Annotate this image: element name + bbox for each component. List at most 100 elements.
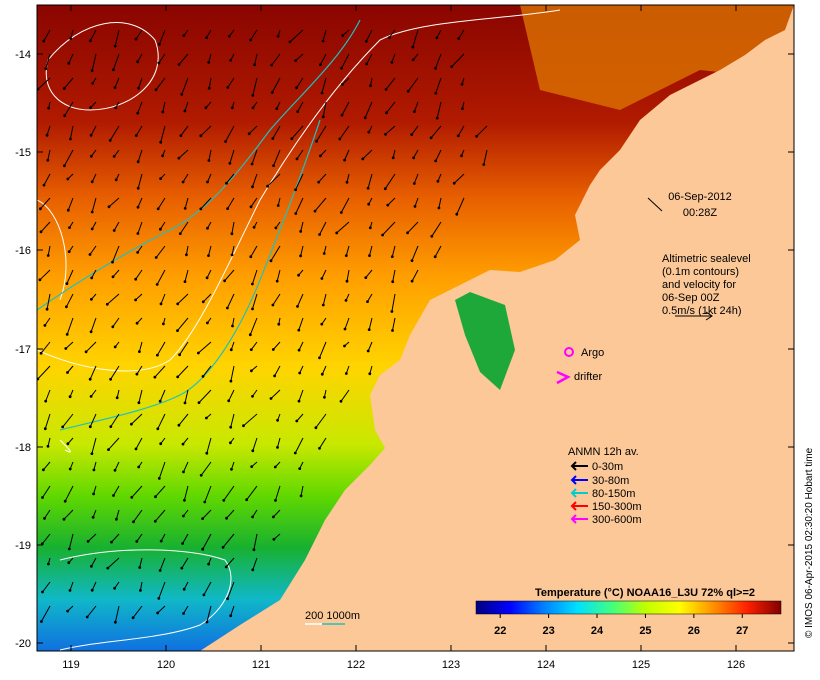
velocity-arrowhead	[42, 183, 46, 187]
velocity-arrow	[367, 293, 373, 302]
velocity-arrow	[65, 341, 74, 349]
velocity-arrowhead	[182, 470, 185, 474]
velocity-arrowhead	[183, 401, 187, 405]
velocity-arrow	[369, 245, 373, 256]
velocity-arrow	[68, 533, 74, 550]
velocity-arrow	[295, 53, 304, 61]
velocity-arrowhead	[42, 468, 45, 472]
anmn-item-label: 150-300m	[592, 501, 642, 513]
velocity-arrow	[177, 365, 189, 378]
velocity-arrowhead	[61, 425, 65, 429]
velocity-arrow	[91, 173, 97, 183]
velocity-arrowhead	[294, 59, 297, 62]
velocity-arrowhead	[91, 81, 95, 85]
velocity-arrow	[135, 269, 143, 280]
velocity-arrowhead	[62, 87, 66, 90]
velocity-arrowhead	[386, 203, 390, 207]
velocity-arrow	[252, 173, 258, 187]
velocity-arrowhead	[460, 154, 463, 158]
velocity-arrowhead	[89, 154, 93, 158]
velocity-arrowhead	[42, 39, 46, 43]
velocity-arrow	[158, 53, 166, 64]
velocity-arrow	[391, 245, 396, 257]
velocity-arrowhead	[205, 276, 209, 280]
velocity-arrow	[158, 581, 166, 599]
altimetry-line: 0.5m/s (1kt 24h)	[662, 305, 741, 317]
velocity-arrowhead	[297, 399, 301, 403]
velocity-arrowhead	[65, 282, 69, 285]
velocity-arrow	[43, 461, 51, 471]
velocity-arrowhead	[270, 63, 274, 67]
velocity-arrow	[267, 173, 281, 187]
velocity-arrow	[65, 293, 74, 308]
velocity-arrowhead	[294, 212, 298, 215]
lat-label: -15	[15, 147, 31, 159]
velocity-arrowhead	[384, 87, 388, 91]
velocity-arrowhead	[46, 158, 50, 162]
velocity-arrow	[270, 389, 281, 399]
velocity-arrowhead	[437, 206, 441, 210]
velocity-arrow	[272, 293, 281, 306]
velocity-arrowhead	[180, 93, 184, 96]
velocity-arrowhead	[65, 333, 69, 336]
velocity-arrowhead	[183, 206, 187, 210]
velocity-arrow	[295, 197, 304, 214]
velocity-arrowhead	[113, 468, 117, 472]
velocity-arrowhead	[91, 515, 95, 519]
velocity-arrow	[138, 389, 143, 403]
velocity-arrowhead	[41, 496, 44, 499]
velocity-arrowhead	[107, 205, 111, 209]
velocity-arrowhead	[109, 377, 112, 381]
velocity-arrow	[246, 485, 258, 501]
velocity-arrowhead	[266, 184, 269, 188]
velocity-arrow	[43, 173, 51, 186]
velocity-arrowhead	[410, 279, 414, 283]
velocity-arrow	[202, 365, 212, 377]
velocity-arrowhead	[137, 465, 141, 469]
velocity-arrowhead	[47, 106, 50, 110]
velocity-arrowhead	[84, 350, 88, 354]
velocity-arrowhead	[92, 468, 96, 472]
velocity-arrowhead	[176, 302, 180, 306]
velocity-arrowhead	[299, 230, 303, 233]
velocity-arrow	[319, 221, 327, 235]
velocity-arrow	[252, 293, 258, 310]
velocity-arrowhead	[65, 305, 68, 309]
argo-label: Argo	[581, 347, 604, 359]
velocity-arrowhead	[313, 209, 317, 213]
velocity-arrowhead	[226, 207, 230, 211]
lon-label: 125	[632, 659, 650, 671]
velocity-arrowhead	[318, 356, 321, 360]
velocity-arrowhead	[276, 418, 279, 422]
velocity-arrowhead	[68, 395, 72, 399]
velocity-arrowhead	[45, 133, 49, 137]
velocity-arrow	[138, 341, 143, 352]
velocity-arrowhead	[112, 155, 116, 158]
velocity-arrowhead	[297, 328, 301, 332]
velocity-arrowhead	[318, 446, 321, 450]
velocity-arrow	[321, 77, 327, 94]
velocity-arrowhead	[90, 210, 94, 214]
velocity-arrowhead	[135, 321, 139, 325]
velocity-arrow	[136, 533, 143, 542]
velocity-arrowhead	[180, 566, 184, 570]
velocity-arrow	[382, 221, 396, 236]
velocity-arrow	[476, 125, 488, 137]
velocity-arrow	[368, 317, 373, 330]
velocity-arrowhead	[135, 372, 139, 376]
velocity-arrowhead	[274, 499, 277, 502]
velocity-arrowhead	[366, 349, 370, 353]
velocity-arrow	[62, 413, 74, 428]
velocity-arrow	[413, 101, 419, 112]
velocity-arrowhead	[369, 84, 372, 88]
velocity-arrow	[91, 437, 97, 454]
velocity-arrow	[250, 29, 258, 41]
velocity-arrow	[294, 437, 304, 454]
velocity-arrow	[139, 581, 143, 591]
velocity-arrow	[367, 341, 373, 352]
velocity-arrow	[412, 29, 419, 48]
colorbar-tick-label: 27	[736, 625, 748, 637]
velocity-arrowhead	[412, 182, 416, 185]
credit-text: © IMOS 06-Apr-2015 02:30:20 Hobart time	[804, 447, 815, 638]
